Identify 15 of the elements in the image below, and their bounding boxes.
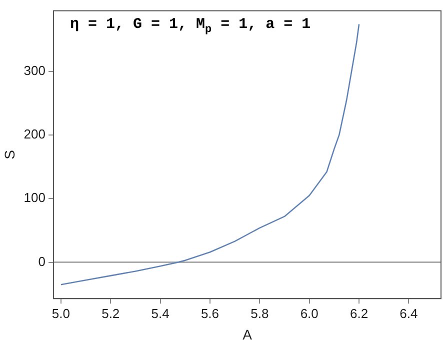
x-tick-label: 5.6 (200, 306, 220, 321)
x-tick-label: 6.0 (300, 306, 318, 321)
x-tick-label: 5.4 (151, 306, 170, 321)
y-axis-title: S (1, 150, 18, 160)
x-tick-label: 5.8 (250, 306, 269, 321)
annotation: η = 1, G = 1, M$_{p}$ = 1, a = 1 (70, 16, 311, 36)
x-tick-label: 6.2 (350, 306, 368, 321)
y-tick-label: 300 (24, 62, 46, 78)
y-tick-label: 0 (38, 254, 46, 269)
x-tick-label: 5.2 (102, 306, 120, 321)
y-tick-label: 200 (24, 126, 46, 142)
x-axis-title: A (242, 326, 253, 342)
x-tick-label: 6.4 (400, 306, 418, 321)
x-tick-label: 5.0 (52, 306, 70, 321)
y-tick-label: 100 (24, 190, 46, 206)
